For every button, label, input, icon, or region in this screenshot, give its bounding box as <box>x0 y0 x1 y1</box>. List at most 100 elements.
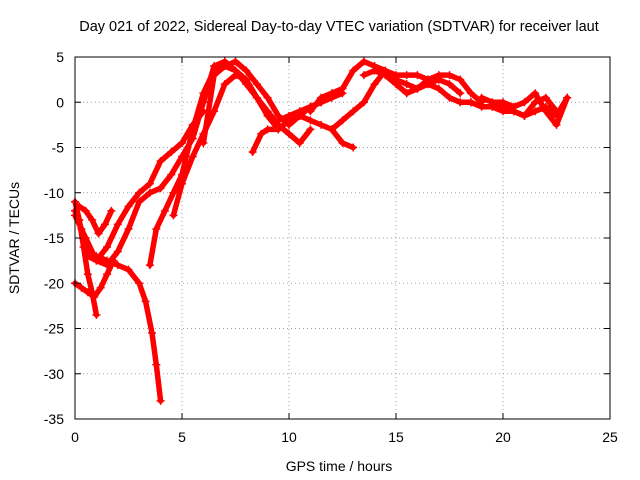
data-point <box>531 107 540 116</box>
data-point <box>135 197 144 206</box>
data-point <box>257 129 266 138</box>
data-point <box>434 84 443 93</box>
axis-ticks: 0 5 10 15 20 25 5 0 -5 -10 -15 -20 -25 -30 -35 <box>44 49 618 445</box>
data-point <box>349 66 358 75</box>
data-point <box>75 202 84 211</box>
data-point <box>456 89 465 98</box>
data-point <box>92 310 101 319</box>
data-point <box>552 120 561 129</box>
data-point <box>188 152 197 161</box>
data-point <box>94 229 103 238</box>
data-point <box>381 71 390 80</box>
y-tick-label: -5 <box>52 140 65 156</box>
data-point <box>103 270 112 279</box>
data-point <box>231 57 240 66</box>
series-track-7 <box>145 62 251 270</box>
data-point <box>169 188 178 197</box>
data-point <box>563 93 572 102</box>
data-point <box>100 220 109 229</box>
data-point <box>349 143 358 152</box>
series-layer <box>71 57 572 405</box>
data-point <box>466 89 475 98</box>
data-point <box>263 125 272 134</box>
data-point <box>83 288 92 297</box>
data-point <box>445 93 454 102</box>
data-point <box>103 243 112 252</box>
data-point <box>103 256 112 265</box>
data-point <box>413 84 422 93</box>
data-point <box>88 215 97 224</box>
data-point <box>252 93 261 102</box>
data-point <box>199 138 208 147</box>
data-point <box>413 71 422 80</box>
data-point <box>541 93 550 102</box>
data-point <box>220 62 229 71</box>
x-tick-label: 15 <box>388 429 404 445</box>
chart-title: Day 021 of 2022, Sidereal Day-to-day VTE… <box>79 19 599 35</box>
data-point <box>499 102 507 111</box>
data-point <box>477 93 486 102</box>
x-tick-label: 0 <box>71 429 79 445</box>
y-tick-label: -30 <box>44 366 64 382</box>
data-point <box>188 125 197 134</box>
y-tick-label: -35 <box>44 411 64 427</box>
data-point <box>392 71 400 80</box>
data-point <box>541 107 550 116</box>
data-point <box>242 66 251 75</box>
data-point <box>488 102 497 111</box>
data-point <box>402 71 411 80</box>
data-point <box>434 71 443 80</box>
data-point <box>327 89 336 98</box>
series-track-10 <box>248 111 358 157</box>
data-point <box>160 206 169 215</box>
data-point <box>210 71 219 80</box>
data-point <box>306 125 315 134</box>
data-point <box>113 261 122 270</box>
data-point <box>81 206 90 215</box>
data-point <box>338 84 347 93</box>
data-point <box>77 283 86 292</box>
data-point <box>113 247 122 256</box>
y-tick-label: -25 <box>44 321 64 337</box>
series-line <box>147 63 249 268</box>
data-point <box>252 80 261 89</box>
x-tick-label: 5 <box>178 429 186 445</box>
data-point <box>145 188 154 197</box>
data-point <box>156 184 165 193</box>
data-point <box>509 107 518 116</box>
data-point <box>178 179 186 188</box>
data-point <box>263 107 272 116</box>
data-point <box>445 71 454 80</box>
data-point <box>306 116 315 125</box>
data-point <box>220 80 229 89</box>
data-point <box>349 107 358 116</box>
data-point <box>90 292 99 301</box>
data-point <box>113 220 122 229</box>
data-point <box>135 279 144 288</box>
x-tick-label: 20 <box>495 429 511 445</box>
data-point <box>370 80 379 89</box>
data-point <box>156 396 165 405</box>
y-tick-label: 0 <box>56 94 64 110</box>
data-point <box>152 360 161 369</box>
data-point <box>96 283 105 292</box>
data-point <box>124 224 133 233</box>
data-point <box>531 98 540 107</box>
data-point <box>531 89 540 98</box>
y-tick-label: -10 <box>44 185 64 201</box>
x-tick-label: 10 <box>281 429 297 445</box>
y-tick-label: 5 <box>56 49 64 65</box>
data-point <box>392 80 400 89</box>
data-point <box>274 125 283 134</box>
data-point <box>306 107 315 116</box>
data-point <box>263 93 272 102</box>
series-track-5 <box>75 202 116 238</box>
data-point <box>75 215 84 224</box>
data-point <box>274 116 283 125</box>
data-point <box>456 75 465 84</box>
data-point <box>359 57 368 66</box>
x-axis-label: GPS time / hours <box>286 458 393 474</box>
data-point <box>242 75 251 84</box>
data-point <box>520 111 529 120</box>
